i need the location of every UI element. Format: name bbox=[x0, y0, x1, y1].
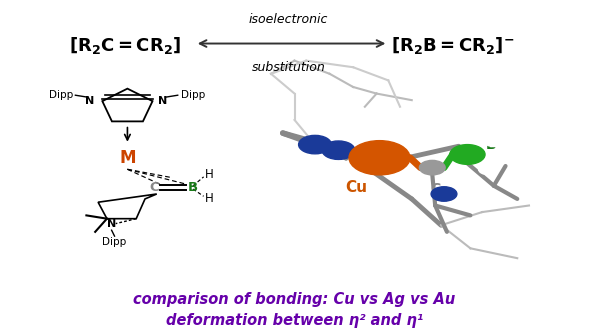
Circle shape bbox=[349, 141, 410, 175]
Text: comparison of bonding: Cu vs Ag vs Au: comparison of bonding: Cu vs Ag vs Au bbox=[133, 292, 456, 307]
Circle shape bbox=[450, 145, 485, 164]
Text: deformation between η² and η¹: deformation between η² and η¹ bbox=[166, 312, 423, 328]
Text: Dipp: Dipp bbox=[102, 237, 127, 247]
Circle shape bbox=[479, 164, 497, 175]
Text: isoelectronic: isoelectronic bbox=[249, 13, 328, 26]
Text: Dipp: Dipp bbox=[181, 90, 206, 100]
Text: H: H bbox=[205, 193, 214, 206]
Text: Cu: Cu bbox=[345, 180, 367, 195]
Text: $\mathbf{[R_2C{=}CR_2]}$: $\mathbf{[R_2C{=}CR_2]}$ bbox=[68, 35, 180, 56]
Text: substitution: substitution bbox=[252, 61, 326, 74]
Text: C: C bbox=[149, 181, 158, 194]
Circle shape bbox=[431, 187, 457, 201]
Text: N: N bbox=[85, 96, 94, 106]
Text: B: B bbox=[188, 181, 198, 194]
Text: B: B bbox=[485, 137, 496, 152]
Text: H: H bbox=[205, 168, 214, 181]
Text: N: N bbox=[107, 218, 116, 229]
Text: N: N bbox=[158, 96, 168, 106]
Circle shape bbox=[419, 160, 445, 175]
Circle shape bbox=[322, 141, 355, 159]
Text: C: C bbox=[430, 182, 441, 196]
Circle shape bbox=[484, 136, 503, 146]
Text: $\mathbf{[R_2B{=}CR_2]^{-}}$: $\mathbf{[R_2B{=}CR_2]^{-}}$ bbox=[391, 35, 515, 56]
Text: M: M bbox=[119, 149, 135, 167]
Circle shape bbox=[299, 135, 332, 154]
Text: Dipp: Dipp bbox=[49, 90, 74, 100]
